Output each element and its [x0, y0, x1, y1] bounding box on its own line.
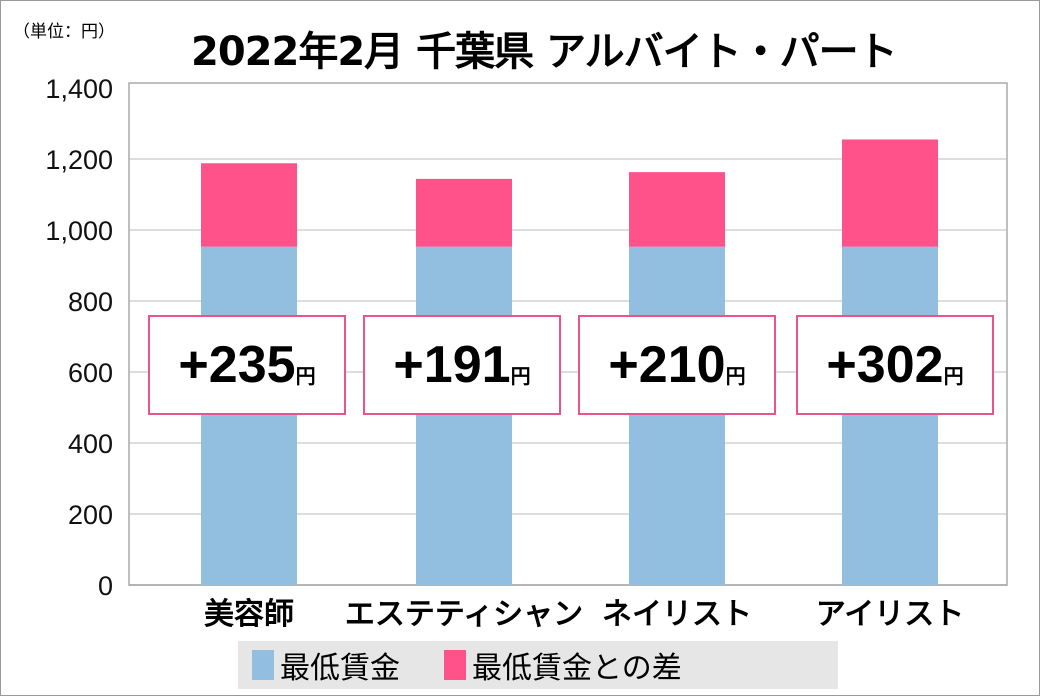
- legend: 最低賃金 最低賃金との差: [238, 641, 838, 689]
- diff-label-box: +302 円: [796, 315, 994, 415]
- y-tick-label: 600: [68, 358, 113, 388]
- diff-value: 235: [208, 336, 296, 394]
- legend-swatch-diff: [444, 650, 466, 680]
- x-category-label: ネイリスト: [602, 597, 752, 632]
- unit-label: （単位：円）: [13, 22, 115, 42]
- x-category-label: エステティシャン: [345, 597, 583, 632]
- diff-unit: 円: [295, 365, 316, 388]
- diff-label-box: +235 円: [148, 315, 346, 415]
- diff-sign: +: [608, 336, 639, 394]
- diff-value: 191: [423, 336, 511, 394]
- y-tick-label: 800: [68, 287, 113, 317]
- y-tick-label: 200: [68, 500, 113, 530]
- legend-label-diff: 最低賃金との差: [472, 651, 682, 686]
- diff-label-box: +191 円: [363, 315, 561, 415]
- diff-sign: +: [826, 336, 857, 394]
- diff-value: 302: [856, 336, 944, 394]
- y-tick-label: 0: [98, 571, 113, 601]
- diff-unit: 円: [725, 365, 746, 388]
- y-tick-label: 1,200: [45, 145, 113, 175]
- legend-swatch-min-wage: [252, 650, 274, 680]
- diff-unit: 円: [943, 365, 964, 388]
- bar-diff: [416, 178, 512, 247]
- diff-sign: +: [178, 336, 209, 394]
- bar-min-wage: [629, 246, 725, 585]
- diff-label-box: +210 円: [578, 315, 776, 415]
- y-tick-label: 400: [68, 429, 113, 459]
- y-tick-label: 1,000: [45, 216, 113, 246]
- x-category-label: 美容師: [204, 597, 294, 632]
- diff-unit: 円: [510, 365, 531, 388]
- bar-diff: [629, 172, 725, 247]
- chart-title: 2022年2月 千葉県 アルバイト・パート: [191, 29, 898, 75]
- bar-min-wage: [201, 246, 297, 585]
- bar-min-wage: [842, 246, 938, 585]
- diff-sign: +: [393, 336, 424, 394]
- bar-diff: [201, 163, 297, 247]
- bar-min-wage: [416, 246, 512, 585]
- diff-value: 210: [638, 336, 726, 394]
- y-tick-label: 1,400: [45, 74, 113, 104]
- legend-label-min-wage: 最低賃金: [280, 651, 400, 686]
- bar-diff: [842, 139, 938, 247]
- x-category-label: アイリスト: [816, 597, 965, 632]
